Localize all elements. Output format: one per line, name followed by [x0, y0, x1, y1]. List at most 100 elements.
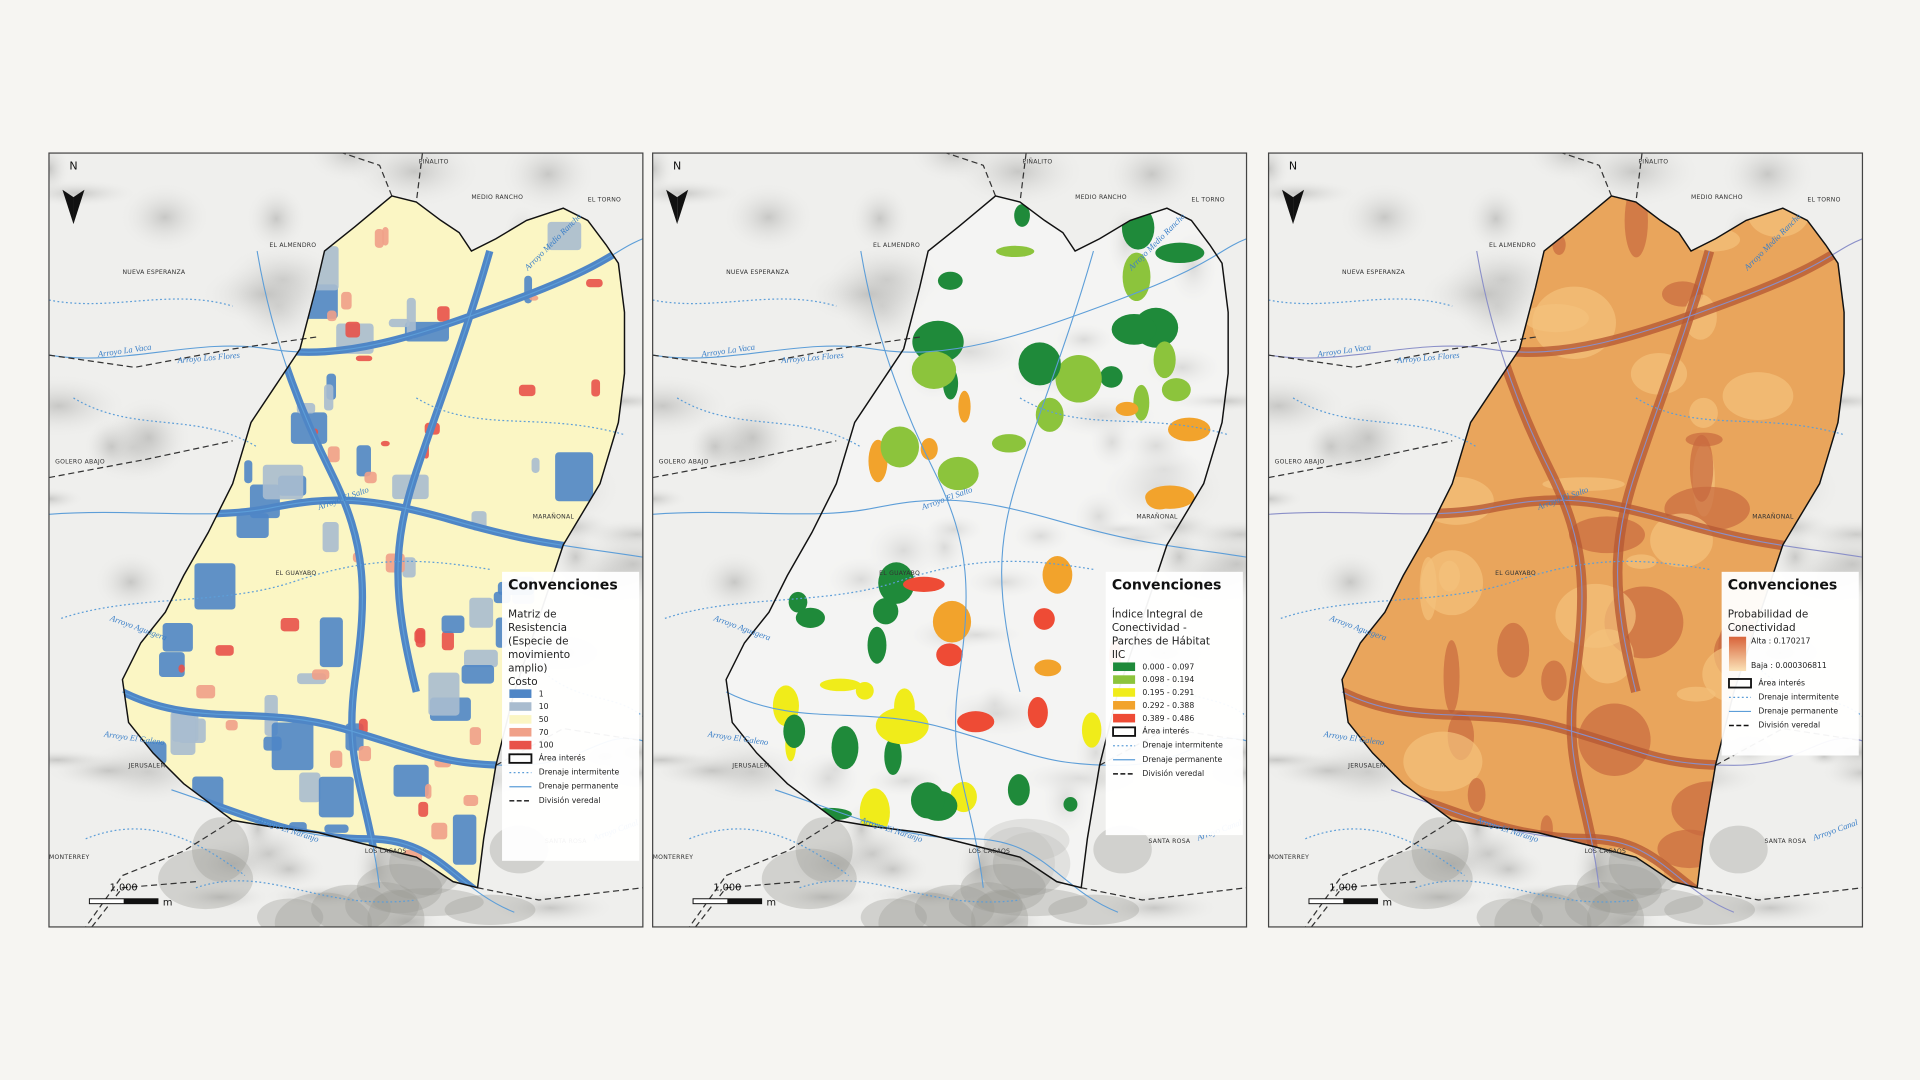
probability-patch [1685, 432, 1723, 447]
habitat-patch [991, 434, 1027, 453]
hillshade [863, 517, 944, 583]
hillshade [253, 848, 325, 890]
legend-swatch [509, 689, 532, 698]
resistance-patch [358, 718, 368, 734]
resistance-patch [418, 801, 429, 817]
hillshade [306, 153, 394, 182]
legend-item: 50 [539, 715, 549, 724]
hillshade [1485, 884, 1604, 909]
hillshade [1010, 518, 1072, 554]
resistance-patch [162, 622, 193, 652]
permanent-drainage [1390, 789, 1735, 913]
legend-item: Drenaje intermitente [1758, 692, 1839, 701]
hillshade [652, 749, 718, 771]
hillshade [1051, 322, 1117, 357]
legend-heading: Matriz de [508, 609, 556, 621]
hillshade [761, 848, 857, 910]
scale-bar [123, 898, 158, 904]
habitat-patch [1081, 712, 1102, 748]
legend-item: División veredal [1758, 721, 1820, 730]
place-label: LOS CACAOS [365, 848, 407, 855]
hillshade [878, 892, 976, 927]
hillshade [202, 264, 329, 325]
place-label: MONTERREY [1269, 854, 1310, 861]
hillshade [158, 848, 254, 910]
veredal-division [652, 440, 837, 479]
hillshade [1592, 888, 1704, 917]
place-label: NUEVA ESPERANZA [122, 269, 185, 276]
legend-item: 0.389 - 0.486 [1142, 714, 1194, 723]
hillshade [1268, 487, 1303, 511]
hillshade [977, 909, 1046, 927]
habitat-patch [996, 245, 1035, 258]
veredal-division [695, 881, 800, 927]
place-label: MEDIO RANCHO [1075, 194, 1127, 201]
hillshade [1664, 894, 1756, 925]
probability-patch [1467, 777, 1486, 813]
legend-subheading: IIC [1112, 649, 1125, 661]
hillshade [372, 888, 484, 917]
place-label: EL TORNO [1191, 197, 1224, 204]
habitat-patch [1014, 204, 1030, 227]
legend-item: 1 [539, 689, 544, 698]
legend-item: División veredal [539, 796, 601, 805]
hillshade [724, 183, 813, 252]
hillshade [1709, 825, 1768, 874]
probability-patch [1722, 372, 1794, 420]
habitat-patch [880, 426, 920, 468]
scale-bar [1343, 898, 1378, 904]
place-label: GOLERO ABAJO [659, 459, 709, 466]
habitat-patch [958, 390, 971, 423]
resistance-patch [452, 814, 477, 865]
veredal-division [1304, 819, 1453, 927]
legend-item: 0.195 - 0.291 [1142, 688, 1194, 697]
permanent-drainage [1617, 250, 1710, 692]
legend-title: Convenciones [1728, 577, 1838, 593]
habitat-patch [902, 576, 945, 592]
habitat-patch [878, 562, 915, 604]
legend-item: 100 [539, 741, 554, 750]
legend-ramp-high: Alta : 0.170217 [1751, 637, 1810, 646]
habitat-patch [894, 688, 915, 725]
habitat-patch [1055, 354, 1102, 403]
resistance-patch [393, 764, 429, 797]
scale-distance: 1,000 [110, 883, 138, 894]
north-label: N [69, 160, 77, 173]
legend-symbol [1728, 678, 1752, 689]
hillshade [1472, 848, 1545, 890]
hillshade [775, 883, 873, 911]
habitat-patch [1099, 366, 1123, 388]
probability-patch [1689, 434, 1714, 502]
hillshade [120, 183, 209, 252]
legend-item: División veredal [1142, 769, 1204, 778]
hillshade [257, 898, 324, 927]
habitat-patch [873, 597, 899, 625]
habitat-patch [957, 711, 995, 733]
habitat-patch [875, 707, 929, 745]
hillshade [795, 817, 853, 882]
habitat-patch [1161, 378, 1191, 402]
hillshade [107, 397, 191, 478]
place-label: MARAÑONAL [533, 512, 575, 521]
habitat-patch [1122, 252, 1151, 302]
veredal-division [1268, 440, 1453, 479]
legend-item: 0.292 - 0.388 [1142, 701, 1194, 710]
veredal-division [1081, 887, 1247, 901]
place-label: EL GUAYABO [276, 570, 317, 577]
resistance-patch [178, 664, 185, 673]
hillshade [1268, 153, 1290, 196]
resistance-patch [425, 783, 432, 799]
intermittent-drainage [799, 880, 1021, 903]
place-label: JERUSALEM [731, 762, 769, 769]
hillshade [1391, 883, 1489, 911]
hillshade [805, 264, 932, 325]
resistance-patch [441, 630, 454, 651]
hillshade [374, 909, 442, 927]
intermittent-drainage [1292, 397, 1478, 448]
resistance-patch [329, 750, 343, 768]
legend-swatch [1113, 675, 1136, 684]
hillshade [699, 552, 770, 612]
habitat-patch [937, 271, 963, 290]
